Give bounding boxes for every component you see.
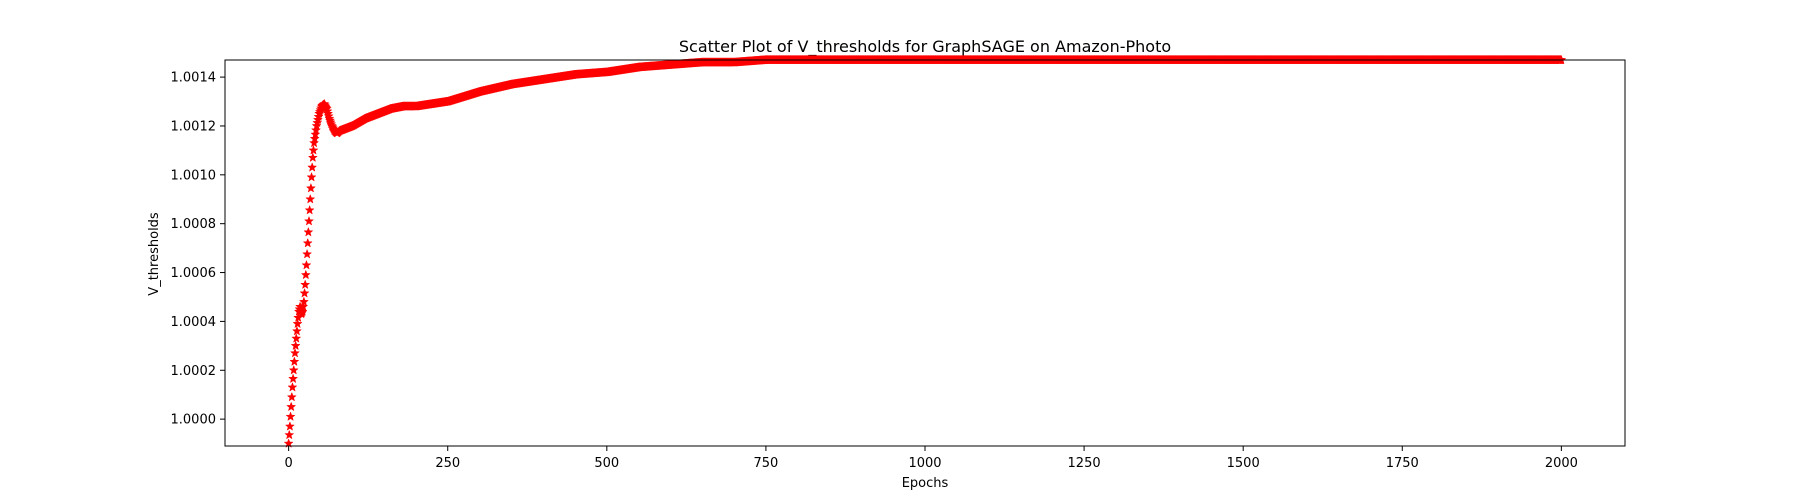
data-point <box>290 340 301 351</box>
data-point <box>283 438 294 448</box>
data-point <box>298 296 309 307</box>
data-point <box>287 382 298 392</box>
data-point <box>302 237 313 248</box>
x-tick-label: 500 <box>594 456 619 471</box>
data-point <box>302 248 313 259</box>
y-axis-label: V_thresholds <box>147 212 162 296</box>
y-tick-label: 1.0012 <box>171 119 217 134</box>
data-point <box>301 259 312 270</box>
x-tick-label: 250 <box>435 456 460 471</box>
data-point <box>303 226 314 237</box>
y-tick-label: 1.0014 <box>171 71 217 86</box>
x-tick-label: 1500 <box>1227 456 1260 471</box>
x-axis-label: Epochs <box>902 476 949 491</box>
data-point <box>288 364 299 375</box>
data-point <box>307 162 318 172</box>
x-tick-label: 1750 <box>1386 456 1419 471</box>
data-point <box>304 204 315 215</box>
x-tick-label: 1250 <box>1068 456 1101 471</box>
plot-frame <box>224 59 1626 447</box>
data-point <box>286 401 297 412</box>
x-tick-label: 750 <box>753 456 778 471</box>
y-tick-label: 1.0010 <box>171 168 217 183</box>
data-point <box>284 421 295 431</box>
data-point <box>299 287 310 298</box>
y-tick-label: 1.0002 <box>171 364 217 379</box>
data-point <box>305 193 316 204</box>
data-point <box>292 318 303 329</box>
data-point <box>305 182 316 193</box>
x-axis: 0 250 500 750 1000 1250 1500 1750 2000 <box>284 446 1578 471</box>
data-point <box>289 347 301 358</box>
x-tick-label: 1000 <box>908 456 941 471</box>
data-point <box>306 171 317 182</box>
data-point <box>291 333 302 343</box>
data-point <box>286 391 297 402</box>
y-tick-label: 1.0008 <box>171 217 217 232</box>
data-point <box>307 152 318 163</box>
y-tick-label: 1.0004 <box>171 315 217 330</box>
data-point <box>291 325 302 336</box>
data-point <box>288 373 299 384</box>
x-tick-label: 0 <box>284 456 292 471</box>
x-tick-label: 2000 <box>1545 456 1578 471</box>
plot-area <box>283 54 1567 448</box>
data-point <box>308 145 319 155</box>
data-point <box>303 215 315 226</box>
data-point <box>284 429 295 440</box>
y-axis: 1.0000 1.0002 1.0004 1.0006 1.0008 1.0010 1.00… <box>171 71 225 428</box>
y-tick-label: 1.0000 <box>171 413 217 428</box>
data-point <box>300 279 311 290</box>
y-tick-label: 1.0006 <box>171 266 217 281</box>
data-point <box>285 411 296 421</box>
data-point <box>300 269 311 280</box>
chart-title: Scatter Plot of V_thresholds for GraphSA… <box>679 37 1171 57</box>
data-point <box>289 356 300 367</box>
